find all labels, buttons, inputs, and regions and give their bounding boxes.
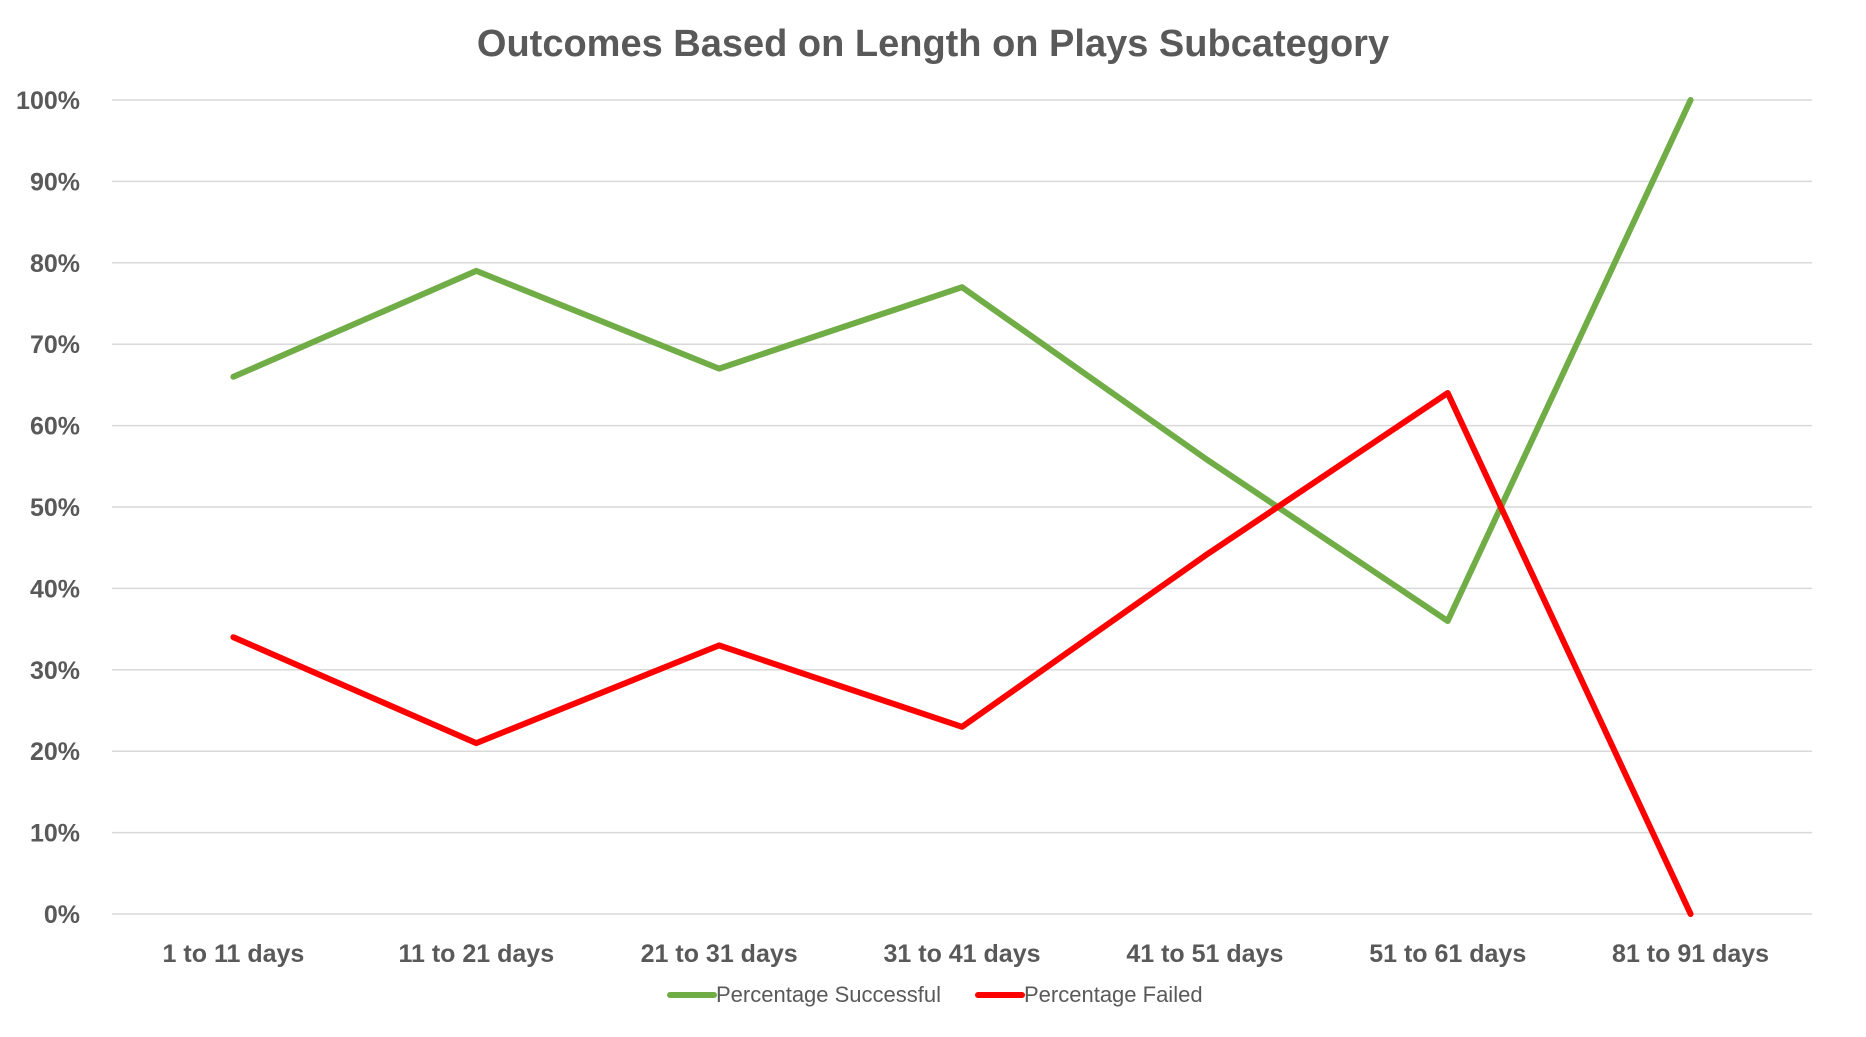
chart-title: Outcomes Based on Length on Plays Subcat… [477, 23, 1389, 65]
x-axis-tick-labels: 1 to 11 days 11 to 21 days 21 to 31 days 31… [163, 940, 1770, 968]
y-tick-label: 40% [30, 575, 80, 603]
x-tick-label: 11 to 21 days [398, 940, 554, 968]
y-tick-label: 10% [30, 820, 80, 848]
y-tick-label: 70% [30, 331, 80, 359]
y-axis-tick-labels: 0% 10% 20% 30% 40% 50% 60% 70% 80% 90% 100% [16, 87, 80, 929]
x-tick-label: 1 to 11 days [163, 940, 305, 968]
y-tick-label: 20% [30, 738, 80, 766]
y-tick-label: 0% [44, 901, 80, 929]
y-tick-label: 60% [30, 413, 80, 441]
legend-item: Percentage Failed [975, 982, 1203, 1007]
legend-label: Percentage Failed [1024, 982, 1203, 1007]
y-tick-label: 100% [16, 87, 80, 115]
legend: Percentage Successful Percentage Failed [667, 982, 1203, 1007]
x-tick-label: 51 to 61 days [1369, 940, 1526, 968]
series-lines [230, 97, 1694, 917]
legend-item: Percentage Successful [667, 982, 941, 1007]
y-tick-label: 80% [30, 250, 80, 278]
series-line-percentage-failed [230, 390, 1694, 917]
series-line-percentage-successful [230, 97, 1694, 624]
x-tick-label: 41 to 51 days [1126, 940, 1283, 968]
y-tick-label: 90% [30, 168, 80, 196]
y-tick-label: 30% [30, 657, 80, 685]
x-tick-label: 21 to 31 days [641, 940, 798, 968]
legend-label: Percentage Successful [716, 982, 941, 1007]
x-tick-label: 81 to 91 days [1612, 940, 1769, 968]
gridlines [112, 99, 1812, 915]
y-tick-label: 50% [30, 494, 80, 522]
x-tick-label: 31 to 41 days [883, 940, 1040, 968]
